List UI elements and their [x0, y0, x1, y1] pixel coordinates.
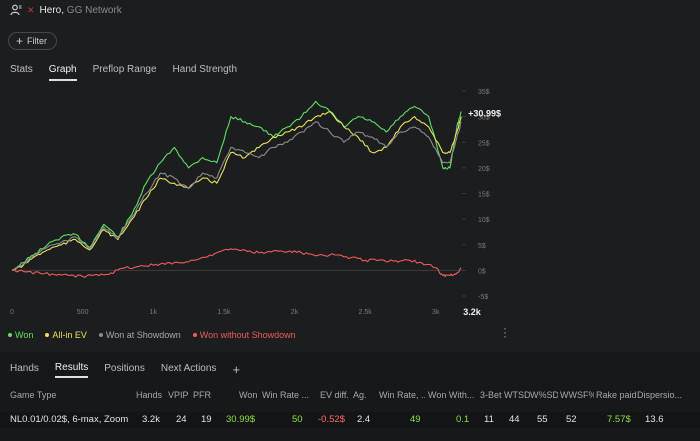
legend-item-allin-ev[interactable]: All-in EV — [45, 330, 87, 340]
header-won[interactable]: Won — [239, 390, 258, 400]
tab-stats[interactable]: Stats — [10, 64, 33, 75]
x-tick-label: 0 — [10, 309, 14, 316]
tab-preflop-range[interactable]: Preflop Range — [92, 64, 157, 75]
cell-won-with: 0.1 — [456, 414, 470, 425]
header-aggression[interactable]: Ag. — [353, 390, 367, 400]
cell-dispersion: 13.6 — [645, 414, 664, 425]
plus-icon: + — [16, 34, 24, 48]
cell-3bet: 11 — [484, 414, 494, 425]
cell-rake-paid: 7.57$ — [607, 414, 631, 425]
header-3bet[interactable]: 3-Bet — [480, 390, 502, 400]
window-title-bar: ✕ Hero, GG Network — [0, 0, 700, 20]
header-dispersion[interactable]: Dispersio... — [637, 390, 683, 400]
header-wsd[interactable]: W%SD — [530, 390, 558, 400]
header-won-with[interactable]: Won With... — [428, 390, 475, 400]
results-panel: Hands Results Positions Next Actions + G… — [0, 352, 700, 441]
legend-label: Won at Showdown — [105, 330, 181, 340]
legend-item-won-without-showdown[interactable]: Won without Showdown — [192, 330, 296, 340]
cell-vpip: 24 — [176, 414, 187, 425]
tab-hand-strength[interactable]: Hand Strength — [172, 64, 238, 75]
series-line-won-at-showdown — [11, 121, 462, 271]
y-tick-label: 5$ — [478, 243, 486, 250]
legend-dot — [45, 333, 50, 337]
x-tick-label: 1.5k — [217, 309, 231, 316]
results-graph: 35$ 30$ 25$ 20$ 15$ 10$ 5$ 0$ -5$ 0 500 1k 1.5k 2k 2.5… — [10, 89, 501, 317]
legend-label: All-in EV — [52, 330, 87, 340]
cell-hands: 3.2k — [142, 414, 160, 425]
y-tick-label: 25$ — [478, 140, 490, 147]
cell-win-rate: 50 — [292, 414, 303, 425]
table-row[interactable]: NL0.01/0.02$, 6-max, Zoom 3.2k 24 19 30.… — [0, 412, 700, 428]
header-hands[interactable]: Hands — [136, 390, 162, 400]
series-line-won — [11, 100, 462, 271]
tab-graph[interactable]: Graph — [48, 64, 77, 81]
cell-wwsf: 52 — [566, 414, 577, 425]
x-tick-label: 3k — [432, 309, 440, 316]
tab-results[interactable]: Results — [54, 362, 89, 378]
header-pfr[interactable]: PFR — [193, 390, 211, 400]
header-win-rate[interactable]: Win Rate ... — [262, 390, 310, 400]
chart-legend: Won All-in EV Won at Showdown Won withou… — [8, 330, 296, 340]
title-separator: , — [61, 4, 65, 16]
tab-hands[interactable]: Hands — [10, 363, 39, 374]
cell-won: 30.99$ — [226, 414, 256, 425]
header-game-type[interactable]: Game Type — [10, 390, 57, 400]
cell-wtsd: 44 — [509, 414, 520, 425]
network-name: GG Network — [66, 4, 122, 16]
cell-win-rate-2: 49 — [410, 414, 421, 425]
legend-item-won-at-showdown[interactable]: Won at Showdown — [98, 330, 181, 340]
cell-wsd: 55 — [537, 414, 548, 425]
y-tick-label: 35$ — [478, 89, 490, 96]
y-tick-label: -5$ — [478, 294, 488, 301]
cell-ev-diff: -0.52$ — [318, 414, 345, 425]
user-icon — [10, 4, 22, 16]
header-wtsd[interactable]: WTSD — [504, 390, 530, 400]
tab-positions[interactable]: Positions — [104, 363, 145, 374]
legend-dot — [98, 333, 103, 337]
legend-label: Won — [15, 330, 34, 340]
x-tick-label: 2.5k — [359, 309, 373, 316]
network-close-icon[interactable]: ✕ — [27, 4, 35, 15]
legend-item-won[interactable]: Won — [8, 330, 33, 340]
header-wwsf[interactable]: WWSF% — [560, 390, 594, 400]
y-tick-label: 15$ — [478, 192, 490, 199]
x-tick-label: 1k — [150, 309, 158, 316]
tab-next-actions[interactable]: Next Actions — [160, 363, 217, 374]
series-line-all-in-ev — [11, 110, 462, 271]
legend-label: Won without Showdown — [199, 330, 296, 340]
header-ev-diff[interactable]: EV diff. — [320, 390, 349, 400]
y-tick-label: 20$ — [478, 166, 490, 173]
x-end-label: 3.2k — [463, 307, 482, 317]
header-vpip[interactable]: VPIP — [168, 390, 189, 400]
y-tick-label: 0$ — [478, 268, 486, 275]
table-header-row: Game Type Hands VPIP PFR Won Win Rate ..… — [0, 388, 700, 402]
more-options-icon[interactable]: · · · — [503, 321, 507, 343]
filter-button[interactable]: + Filter — [8, 32, 58, 50]
cell-pfr: 19 — [201, 414, 212, 425]
add-tab-icon[interactable]: + — [232, 362, 241, 377]
legend-dot — [8, 333, 12, 337]
x-tick-label: 2k — [291, 309, 299, 316]
filter-label: Filter — [27, 36, 48, 46]
y-tick-label: 30$ — [478, 115, 490, 122]
end-value-label: +30.99$ — [468, 109, 501, 119]
series-line-won-without-showdown — [11, 248, 462, 278]
player-name: Hero — [39, 4, 62, 16]
view-tabs: Stats Graph Preflop Range Hand Strength — [10, 64, 237, 81]
y-tick-label: 10$ — [478, 217, 490, 224]
x-tick-label: 500 — [77, 309, 89, 316]
cell-aggression: 2.4 — [357, 414, 371, 425]
results-tabs: Hands Results Positions Next Actions + — [10, 362, 240, 378]
cell-game-type: NL0.01/0.02$, 6-max, Zoom — [10, 414, 129, 425]
legend-dot — [192, 333, 197, 337]
header-rake-paid[interactable]: Rake paid — [596, 390, 636, 400]
header-win-rate-2[interactable]: Win Rate, ... — [379, 390, 425, 400]
